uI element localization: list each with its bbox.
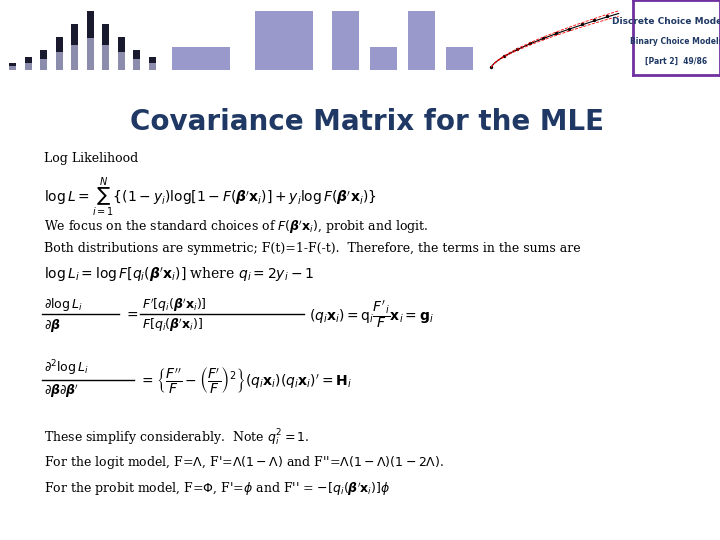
Text: Discrete Choice Modeling: Discrete Choice Modeling <box>612 17 720 25</box>
Text: For the logit model, F=$\Lambda$, F'=$\Lambda(1-\Lambda)$ and F''=$\Lambda(1-\La: For the logit model, F=$\Lambda$, F'=$\L… <box>44 454 444 471</box>
Point <box>511 45 523 53</box>
Bar <box>24 57 32 70</box>
Bar <box>133 59 140 70</box>
Bar <box>370 47 397 70</box>
Bar <box>118 52 125 70</box>
Bar <box>102 24 109 70</box>
Bar <box>408 11 435 70</box>
Bar <box>9 63 17 70</box>
Bar <box>255 11 313 70</box>
Text: $=$: $=$ <box>124 307 139 321</box>
Text: $\partial^2\log L_i$: $\partial^2\log L_i$ <box>44 358 89 377</box>
Text: $\partial\boldsymbol{\beta}\partial\boldsymbol{\beta}'$: $\partial\boldsymbol{\beta}\partial\bold… <box>44 383 79 401</box>
Text: For the probit model, F=$\Phi$, F'=$\phi$ and F'' = $-[q_i(\boldsymbol{\beta}'\m: For the probit model, F=$\Phi$, F'=$\phi… <box>44 480 390 497</box>
Bar <box>87 37 94 70</box>
Text: $F[q_i(\boldsymbol{\beta}'\mathbf{x}_i)]$: $F[q_i(\boldsymbol{\beta}'\mathbf{x}_i)]… <box>142 317 203 334</box>
Text: These simplify considerably.  Note $q_i^2 = 1$.: These simplify considerably. Note $q_i^2… <box>44 428 310 448</box>
Bar <box>332 11 359 70</box>
Bar <box>55 37 63 70</box>
Text: $\log L_i = \log F[q_i(\boldsymbol{\beta}'\mathbf{x}_i)]$ where $q_i = 2y_i - 1$: $\log L_i = \log F[q_i(\boldsymbol{\beta… <box>44 266 314 284</box>
Bar <box>149 57 156 70</box>
Text: We focus on the standard choices of $F(\boldsymbol{\beta}'\mathbf{x}_i)$, probit: We focus on the standard choices of $F(\… <box>44 218 428 235</box>
Bar <box>87 11 94 70</box>
Point <box>602 11 613 20</box>
Text: $F'[q_i(\boldsymbol{\beta}'\mathbf{x}_i)]$: $F'[q_i(\boldsymbol{\beta}'\mathbf{x}_i)… <box>142 296 207 314</box>
Text: $= \left\{\dfrac{F''}{F} - \left(\dfrac{F'}{F}\right)^2\right\}(q_i\mathbf{x}_i): $= \left\{\dfrac{F''}{F} - \left(\dfrac{… <box>139 365 352 395</box>
Text: Covariance Matrix for the MLE: Covariance Matrix for the MLE <box>130 108 604 136</box>
Bar <box>149 63 156 70</box>
Text: $\log L = \sum_{i=1}^{N}\{(1-y_i)\log[1-F(\boldsymbol{\beta}'\mathbf{x}_i)] + y_: $\log L = \sum_{i=1}^{N}\{(1-y_i)\log[1-… <box>44 175 377 219</box>
Point <box>550 29 562 37</box>
Point <box>498 52 510 60</box>
Bar <box>102 45 109 70</box>
Bar <box>71 24 78 70</box>
Point <box>589 16 600 24</box>
Bar <box>40 50 48 70</box>
Text: $\partial\log L_i$: $\partial\log L_i$ <box>44 296 83 313</box>
Point <box>537 34 549 43</box>
Bar <box>71 45 78 70</box>
Text: [Part 2]  49/86: [Part 2] 49/86 <box>645 57 708 66</box>
Bar <box>172 47 230 70</box>
Bar <box>118 37 125 70</box>
Bar <box>133 50 140 70</box>
Text: Both distributions are symmetric; F(t)=1-F(-t).  Therefore, the terms in the sum: Both distributions are symmetric; F(t)=1… <box>44 242 580 255</box>
Point <box>576 20 588 29</box>
Bar <box>40 59 48 70</box>
Point <box>563 24 575 33</box>
Point <box>524 39 536 48</box>
Text: $\partial\boldsymbol{\beta}$: $\partial\boldsymbol{\beta}$ <box>44 317 60 334</box>
Text: $(q_i\mathbf{x}_i) = \mathrm{q}_i\dfrac{F'_i}{F}\mathbf{x}_i = \mathbf{g}_i$: $(q_i\mathbf{x}_i) = \mathrm{q}_i\dfrac{… <box>309 298 434 330</box>
Bar <box>446 47 473 70</box>
Bar <box>9 66 17 70</box>
Text: Log Likelihood: Log Likelihood <box>44 152 138 165</box>
Text: Binary Choice Models: Binary Choice Models <box>630 37 720 46</box>
Bar <box>55 52 63 70</box>
Bar <box>24 63 32 70</box>
Point <box>485 63 497 71</box>
